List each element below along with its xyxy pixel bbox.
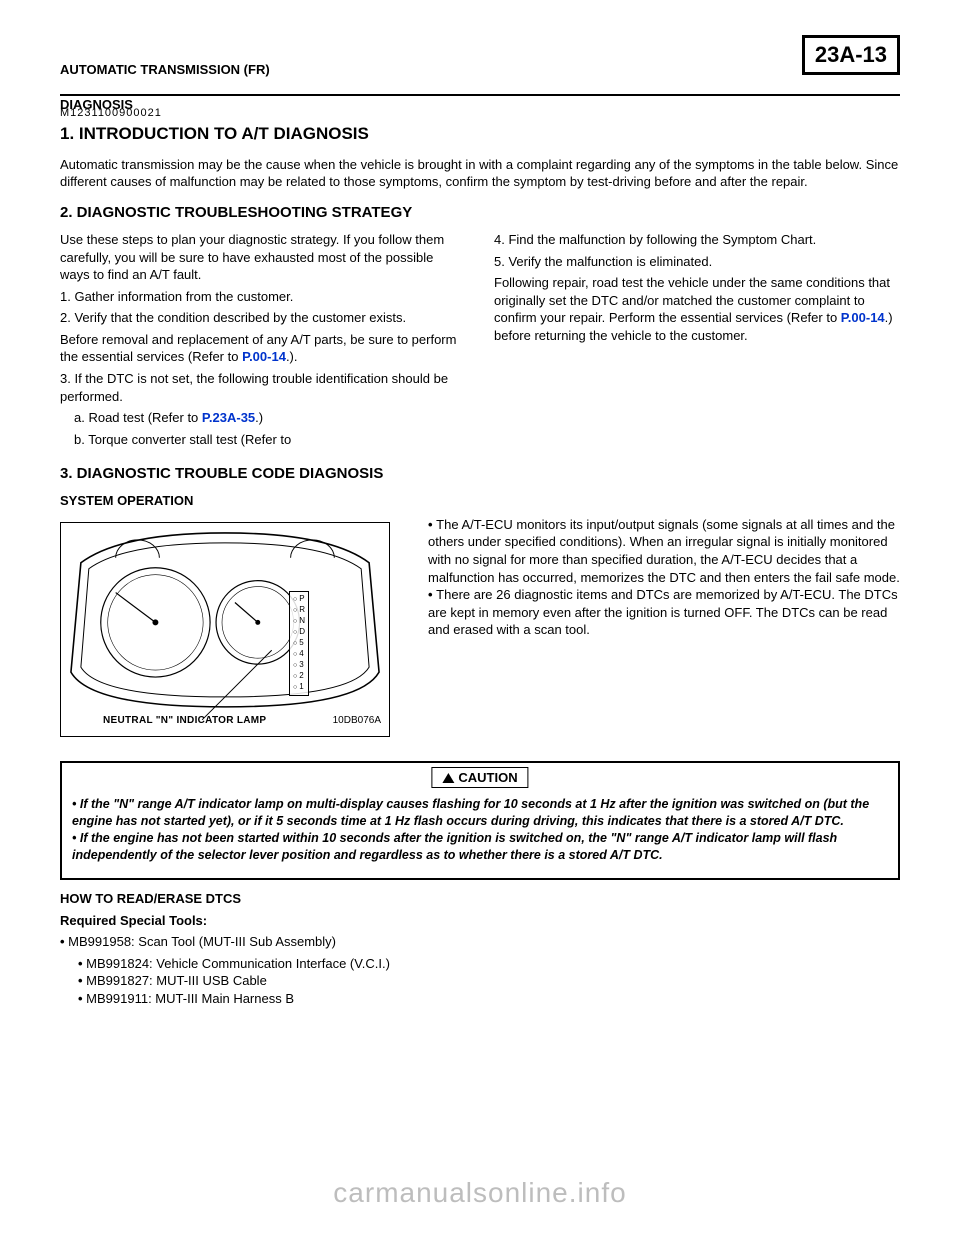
prnd-1: 1 <box>293 682 305 693</box>
page-number-box: 23A-13 <box>802 35 900 75</box>
how-to-read-heading: HOW TO READ/ERASE DTCS <box>60 890 900 908</box>
step-4: 4. Find the malfunction by following the… <box>494 231 900 249</box>
dtc-bullet-2: There are 26 diagnostic items and DTCs a… <box>428 586 900 639</box>
step-2b: Before removal and replacement of any A/… <box>60 331 466 366</box>
caution-box: CAUTION If the "N" range A/T indicator l… <box>60 761 900 880</box>
step-3: 3. If the DTC is not set, the following … <box>60 370 466 405</box>
prnd-n: N <box>293 616 305 627</box>
header-chapter: AUTOMATIC TRANSMISSION (FR) <box>60 62 270 77</box>
prnd-r: R <box>293 605 305 616</box>
dtc-bullet-1: The A/T-ECU monitors its input/output si… <box>428 516 900 586</box>
warning-triangle-icon <box>442 773 454 783</box>
step-3b: b. Torque converter stall test (Refer to <box>60 431 466 449</box>
caution-line-2: If the engine has not been started withi… <box>72 830 888 864</box>
prnd-4: 4 <box>293 649 305 660</box>
step-1: 1. Gather information from the customer. <box>60 288 466 306</box>
figure-caption: NEUTRAL "N" INDICATOR LAMP <box>103 714 266 728</box>
prnd-p: P <box>293 594 305 605</box>
system-op-heading: SYSTEM OPERATION <box>60 492 900 510</box>
tool-1: MB991958: Scan Tool (MUT-III Sub Assembl… <box>60 933 900 951</box>
caution-header: CAUTION <box>431 767 528 789</box>
tool-1b: MB991827: MUT-III USB Cable <box>78 972 900 990</box>
step-3a: a. Road test (Refer to P.23A-35.) <box>60 409 466 427</box>
step-5a: 5. Verify the malfunction is eliminated. <box>494 253 900 271</box>
header-subchapter: DIAGNOSIS <box>60 97 133 112</box>
link-p23a-35[interactable]: P.23A-35 <box>202 410 255 425</box>
strategy-heading: 2. DIAGNOSTIC TROUBLESHOOTING STRATEGY <box>60 203 900 223</box>
prnd-3: 3 <box>293 660 305 671</box>
prnd-5: 5 <box>293 638 305 649</box>
link-p00-14-b[interactable]: P.00-14 <box>841 310 885 325</box>
step-5b: Following repair, road test the vehicle … <box>494 274 900 344</box>
page-title: 1. INTRODUCTION TO A/T DIAGNOSIS <box>60 123 900 146</box>
figure-code: 10DB076A <box>333 714 381 728</box>
tool-1a: MB991824: Vehicle Communication Interfac… <box>78 955 900 973</box>
caution-line-1: If the "N" range A/T indicator lamp on m… <box>72 796 888 830</box>
strategy-intro: Use these steps to plan your diagnostic … <box>60 231 466 284</box>
link-p00-14-a[interactable]: P.00-14 <box>242 349 286 364</box>
step-2a: 2. Verify that the condition described b… <box>60 309 466 327</box>
intro-paragraph: Automatic transmission may be the cause … <box>60 156 900 191</box>
prnd-d: D <box>293 627 305 638</box>
tool-1c: MB991911: MUT-III Main Harness B <box>78 990 900 1008</box>
watermark: carmanualsonline.info <box>0 1174 960 1212</box>
prnd-indicator-box: P R N D 5 4 3 2 1 <box>289 591 309 696</box>
dtc-heading: 3. DIAGNOSTIC TROUBLE CODE DIAGNOSIS <box>60 464 900 484</box>
required-tools-label: Required Special Tools: <box>60 912 900 930</box>
cluster-svg <box>61 523 389 737</box>
cluster-figure: P R N D 5 4 3 2 1 NEUTRAL "N" INDICATOR … <box>60 522 390 737</box>
prnd-2: 2 <box>293 671 305 682</box>
